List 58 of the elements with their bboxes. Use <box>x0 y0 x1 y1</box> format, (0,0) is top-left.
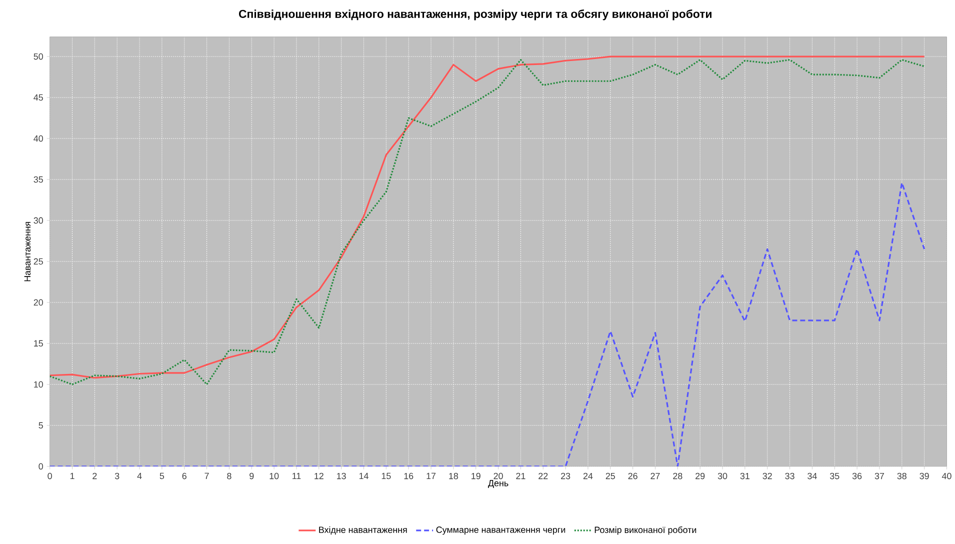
x-tick-label: 17 <box>426 472 436 479</box>
x-tick-label: 8 <box>227 472 232 480</box>
x-tick-label: 20 <box>494 472 503 480</box>
y-tick-label: 15 <box>34 340 43 346</box>
x-tick-label: 21 <box>516 472 526 480</box>
x-tick-label: 29 <box>696 472 705 480</box>
x-tick-label: 19 <box>472 472 480 480</box>
x-tick-label: 10 <box>270 472 279 480</box>
x-tick-label: 26 <box>628 472 638 480</box>
x-tick-label: 11 <box>292 472 301 479</box>
x-tick-label: 16 <box>404 472 414 480</box>
x-tick-label: 4 <box>137 472 142 479</box>
x-tick-label: 1 <box>70 472 74 479</box>
x-tick-label: 14 <box>359 472 368 479</box>
x-tick-label: 0 <box>48 472 52 480</box>
y-tick-label: 10 <box>34 381 43 388</box>
x-tick-label: 38 <box>897 472 906 480</box>
y-tick-label: 20 <box>34 299 43 306</box>
y-axis-title: Навантаження <box>24 222 31 282</box>
x-tick-label: 37 <box>874 472 884 480</box>
legend-label: Розмір виконаної роботи <box>594 526 696 535</box>
x-tick-label: 25 <box>606 472 615 480</box>
x-tick-label: 15 <box>382 472 391 480</box>
y-tick-label: 0 <box>38 463 43 470</box>
x-tick-label: 6 <box>182 472 186 480</box>
y-tick-label: 5 <box>38 422 43 428</box>
x-tick-label: 27 <box>650 472 660 480</box>
y-tick-label: 40 <box>34 135 43 142</box>
x-tick-label: 5 <box>160 472 164 480</box>
x-tick-label: 36 <box>852 472 862 480</box>
x-tick-label: 32 <box>762 472 772 480</box>
x-tick-label: 35 <box>830 472 840 480</box>
x-tick-label: 30 <box>718 472 728 480</box>
x-tick-label: 7 <box>204 472 209 479</box>
legend-label: Вхідне навантаження <box>319 526 407 535</box>
chart-title: Співвідношення вхідного навантаження, розміру черги та обсягу виконаної роботи <box>238 9 712 20</box>
legend-label: Суммарне навантаження черги <box>436 526 566 535</box>
x-tick-label: 40 <box>942 472 952 480</box>
y-tick-label: 30 <box>34 217 43 224</box>
x-tick-label: 22 <box>538 472 548 480</box>
x-tick-label: 24 <box>583 472 593 480</box>
y-tick-label: 25 <box>34 258 43 265</box>
y-tick-label: 35 <box>34 176 43 183</box>
x-tick-label: 33 <box>785 472 794 480</box>
x-tick-label: 31 <box>740 472 750 480</box>
x-tick-label: 39 <box>920 472 929 480</box>
y-tick-label: 45 <box>34 94 43 101</box>
x-tick-label: 3 <box>114 472 120 480</box>
x-tick-label: 12 <box>314 472 324 480</box>
x-tick-label: 2 <box>92 472 97 480</box>
y-tick-label: 50 <box>34 53 43 60</box>
x-tick-label: 23 <box>561 472 570 480</box>
x-tick-label: 28 <box>673 472 682 480</box>
x-tick-label: 13 <box>337 472 346 480</box>
x-tick-label: 34 <box>808 472 817 480</box>
x-axis-title: День <box>488 480 508 488</box>
x-tick-label: 18 <box>449 472 458 480</box>
x-tick-label: 9 <box>250 472 254 480</box>
